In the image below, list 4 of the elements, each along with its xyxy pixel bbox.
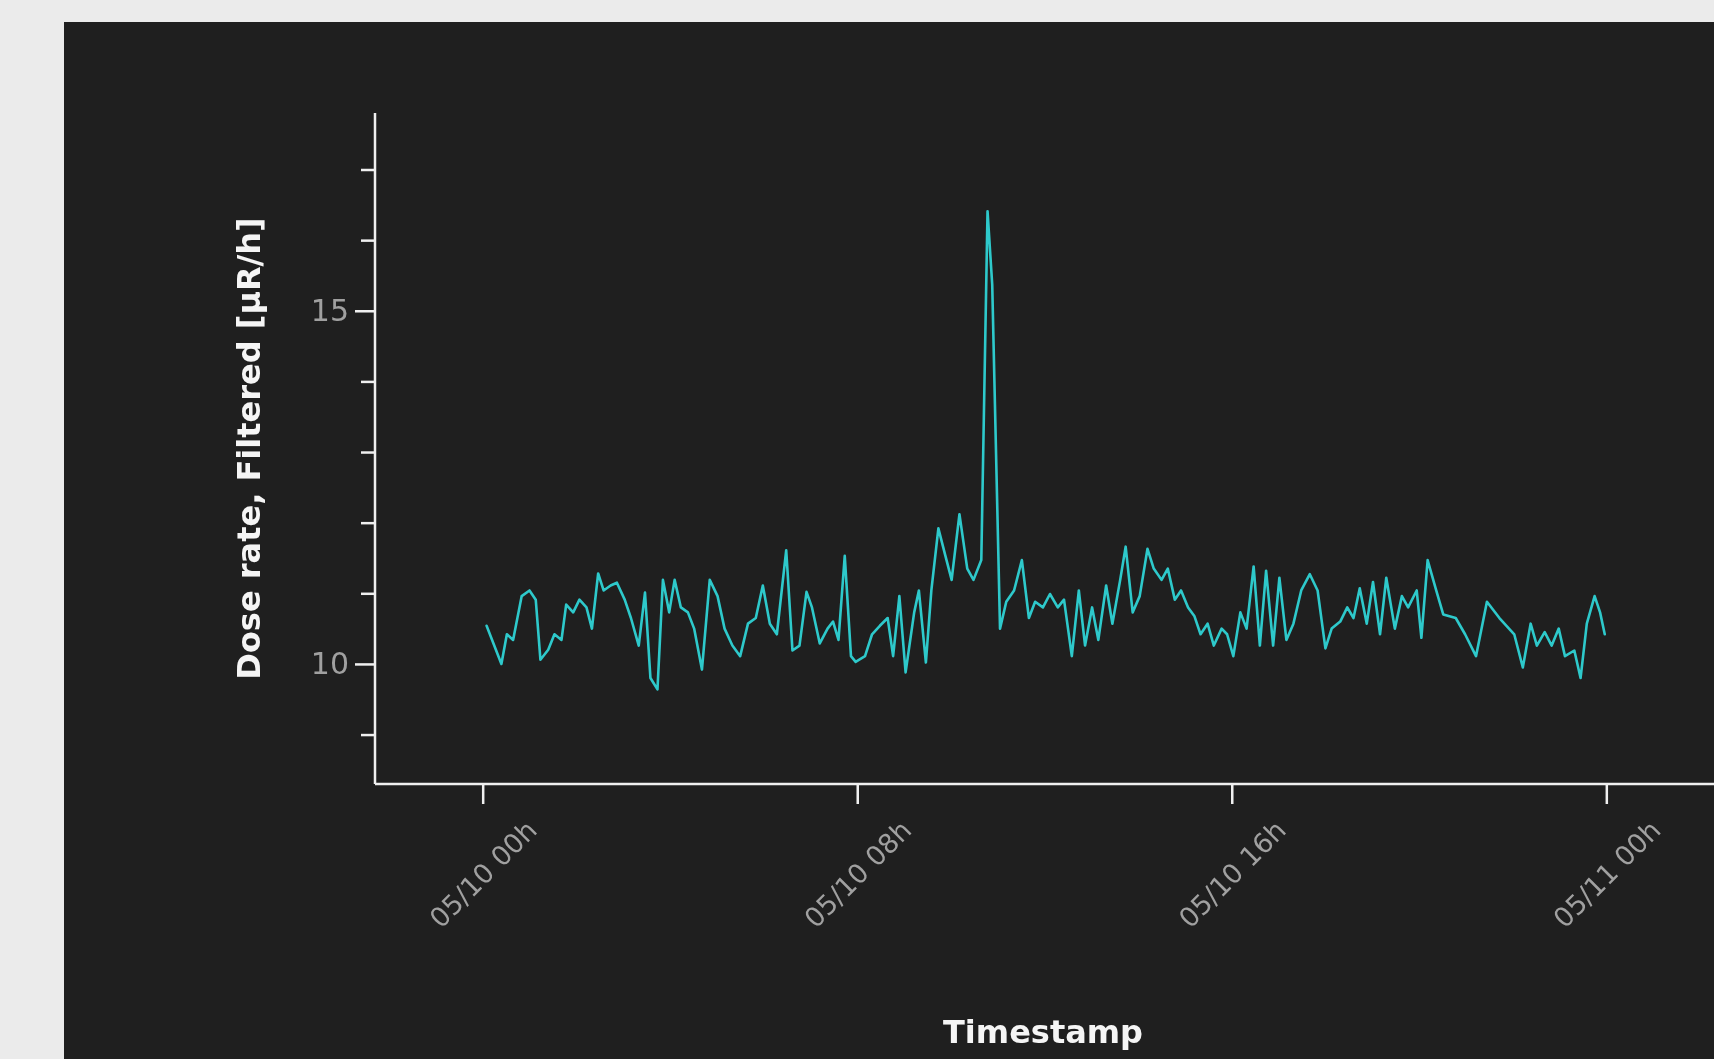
y-tick-label: 15	[310, 292, 349, 328]
y-axis-title: Dose rate, Filtered [μR/h]	[230, 217, 268, 680]
x-axis-title: Timestamp	[942, 1013, 1144, 1051]
y-tick-label: 10	[310, 646, 349, 682]
